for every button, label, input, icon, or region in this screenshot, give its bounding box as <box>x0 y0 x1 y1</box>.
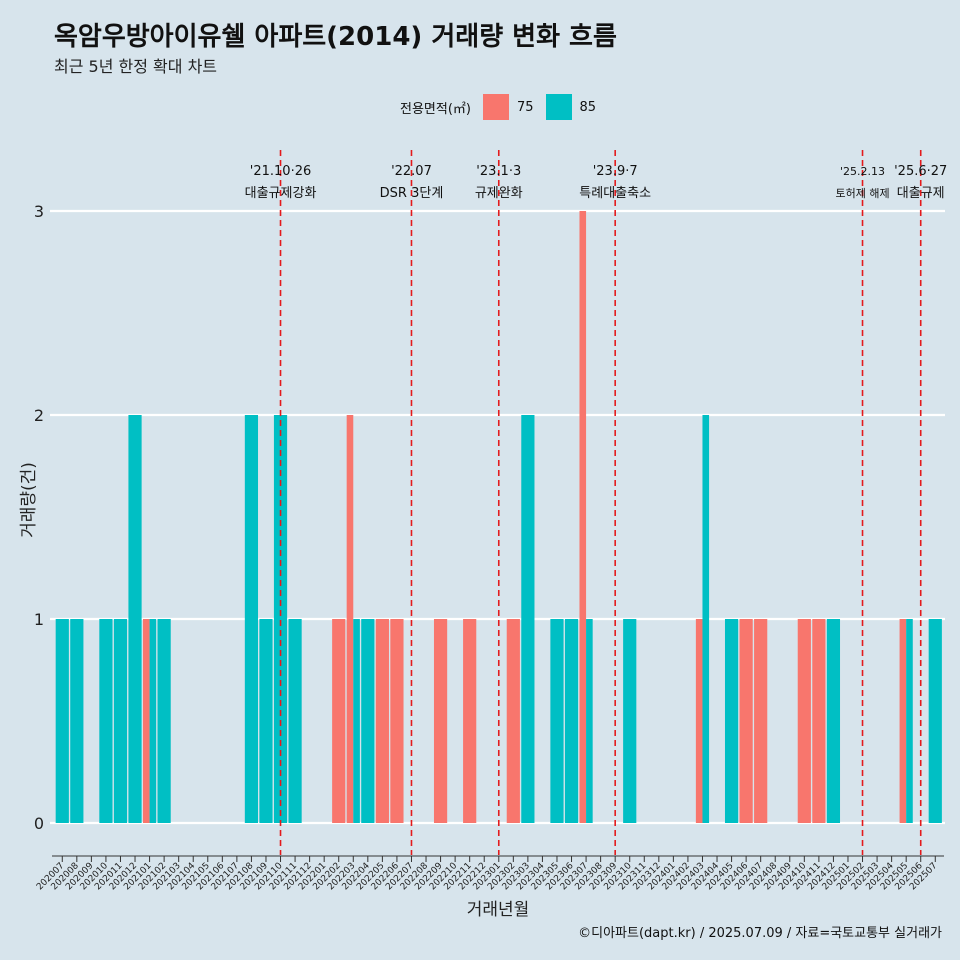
bar-202507-85 <box>928 619 942 823</box>
bar-202505-75 <box>899 619 907 823</box>
legend-entry-85: 85 <box>538 94 597 120</box>
bar-202203-85 <box>353 619 360 823</box>
legend-label-85: 85 <box>579 99 597 115</box>
legend-entry-75: 75 <box>475 94 534 120</box>
bar-202403-85 <box>702 415 710 823</box>
legend-title: 전용면적(㎡) <box>400 101 471 117</box>
bar-202411-75 <box>812 619 826 823</box>
bar-202209-75 <box>433 619 448 823</box>
y-tick-label-0: 0 <box>34 814 44 833</box>
bar-202305-85 <box>550 619 564 823</box>
event-label-202309: 특례대출축소 <box>579 186 651 201</box>
event-label-202207: DSR 3단계 <box>380 186 444 201</box>
y-tick-label-2: 2 <box>34 406 44 425</box>
chart-subtitle: 최근 5년 한정 확대 차트 <box>54 57 218 76</box>
event-date-202301: '23.1·3 <box>476 164 521 179</box>
event-label-202502: 토허제 해제 <box>835 186 889 200</box>
y-axis-title: 거래량(건) <box>19 462 39 538</box>
legend-label-75: 75 <box>516 99 534 115</box>
source-caption: ©디아파트(dapt.kr) / 2025.07.09 / 자료=국토교통부 실… <box>578 926 942 941</box>
event-date-202309: '23.9·7 <box>593 164 638 179</box>
event-label-202301: 규제완화 <box>475 186 523 201</box>
bar-202206-75 <box>390 619 404 823</box>
legend: 전용면적(㎡) 75 85 <box>400 93 600 121</box>
bar-202204-85 <box>361 619 375 823</box>
bar-202307-85 <box>586 619 593 823</box>
bar-202108-85 <box>244 415 259 823</box>
chart-title: 옥암우방아이유쉘 아파트(2014) 거래량 변화 흐름 <box>54 22 617 52</box>
bar-202109-85 <box>259 619 273 823</box>
bar-202505-85 <box>906 619 913 823</box>
bar-202406-75 <box>739 619 753 823</box>
bar-202307-75 <box>579 211 587 823</box>
bar-202310-85 <box>623 619 637 823</box>
bar-202403-75 <box>695 619 703 823</box>
bar-202211-75 <box>463 619 477 823</box>
event-label-202110: 대출규제강화 <box>245 186 317 201</box>
bar-202102-85 <box>157 619 171 823</box>
bar-202203-75 <box>346 415 354 823</box>
bar-202011-85 <box>113 619 128 823</box>
bar-202412-85 <box>826 619 841 823</box>
y-tick-label-1: 1 <box>34 610 44 629</box>
legend-swatch-85 <box>545 94 572 120</box>
bar-202302-75 <box>506 619 520 823</box>
bar-202306-85 <box>564 619 579 823</box>
bar-202111-85 <box>288 619 302 823</box>
bar-202303-85 <box>521 415 535 823</box>
bar-202407-75 <box>754 619 768 823</box>
bar-202405-85 <box>724 619 739 823</box>
bar-202101-75 <box>142 619 150 823</box>
bar-202101-85 <box>149 619 157 823</box>
x-axis-title: 거래년월 <box>467 900 530 920</box>
event-date-202502: '25.2.13 <box>840 165 885 178</box>
legend-swatch-75 <box>482 94 509 120</box>
event-date-202207: '22.07 <box>391 164 432 179</box>
y-tick-label-3: 3 <box>34 202 44 221</box>
bar-202007-85 <box>55 619 69 823</box>
bar-202010-85 <box>99 619 113 823</box>
bar-202110-85 <box>273 415 288 823</box>
event-date-202506: '25.6·27 <box>894 164 947 179</box>
bar-202202-75 <box>332 619 346 823</box>
event-date-202110: '21.10·26 <box>250 164 311 179</box>
bar-202008-85 <box>70 619 84 823</box>
bar-202410-75 <box>797 619 811 823</box>
bar-202012-85 <box>128 415 142 823</box>
bar-202205-75 <box>375 619 389 823</box>
event-label-202506: 대출규제 <box>897 186 945 201</box>
